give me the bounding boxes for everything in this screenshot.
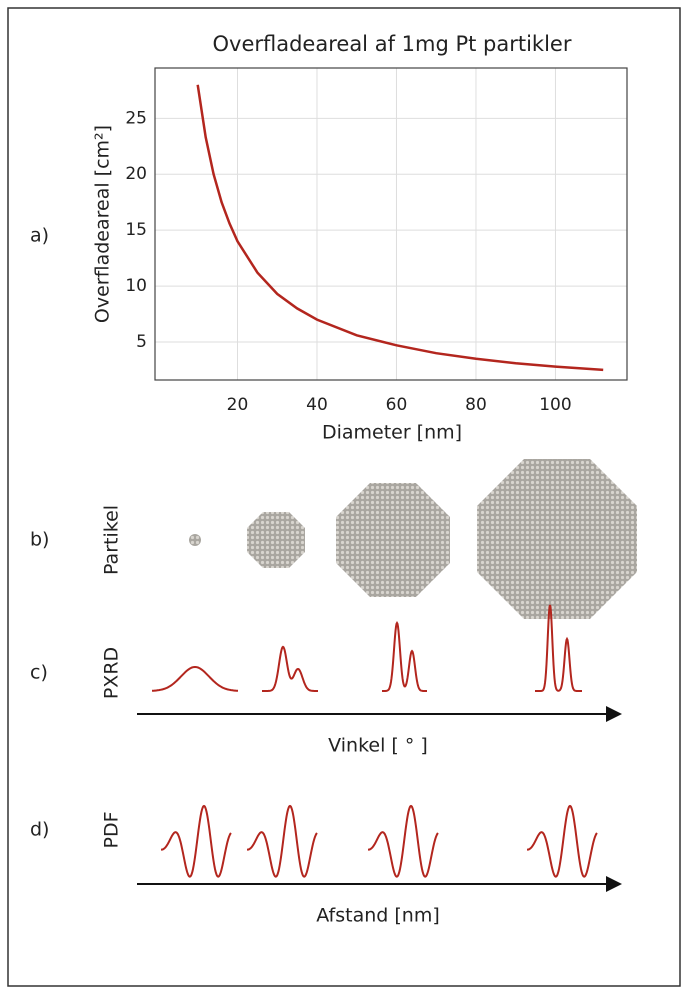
frame: [7, 7, 681, 987]
pdf-sketch: [161, 804, 232, 878]
axis-label: Afstand [nm]: [316, 905, 440, 927]
plot-frame: [154, 67, 628, 381]
x-tick-label: 60: [386, 395, 408, 415]
y-tick-label: 15: [125, 220, 147, 240]
panel-label: b): [30, 529, 49, 551]
pxrd-sketch: [262, 645, 318, 692]
y-axis-label: Overfladeareal [cm²]: [92, 125, 114, 323]
row-label: PDF: [101, 811, 123, 848]
sketches: [152, 604, 598, 878]
x-tick-label: 20: [227, 395, 249, 415]
pxrd-sketch: [382, 620, 427, 692]
y-tick-label: 20: [125, 164, 147, 184]
particle: [189, 534, 201, 546]
y-tick-label: 10: [125, 276, 147, 296]
axis-label: Vinkel [ ° ]: [328, 735, 428, 757]
row-label: Partikel: [101, 505, 123, 575]
x-tick-label: 80: [465, 395, 487, 415]
particle: [247, 512, 305, 568]
y-tick-label: 5: [136, 332, 147, 352]
pdf-sketch: [247, 804, 318, 878]
chart-title: Overfladeareal af 1mg Pt partikler: [213, 32, 572, 56]
panel-label: c): [30, 662, 48, 684]
x-axis-label: Diameter [nm]: [322, 422, 462, 444]
pxrd-sketch: [152, 666, 238, 692]
x-tick-label: 100: [539, 395, 571, 415]
x-tick-label: 40: [306, 395, 328, 415]
pxrd-sketch: [535, 604, 582, 692]
pdf-sketch: [527, 804, 598, 878]
particle: [336, 483, 450, 597]
y-tick-label: 25: [125, 108, 147, 128]
panel-label: a): [30, 225, 49, 247]
pdf-sketch: [368, 804, 439, 878]
particle: [477, 459, 637, 619]
line: [196, 84, 604, 372]
panel-label: d): [30, 819, 49, 841]
row-label: PXRD: [101, 647, 123, 699]
